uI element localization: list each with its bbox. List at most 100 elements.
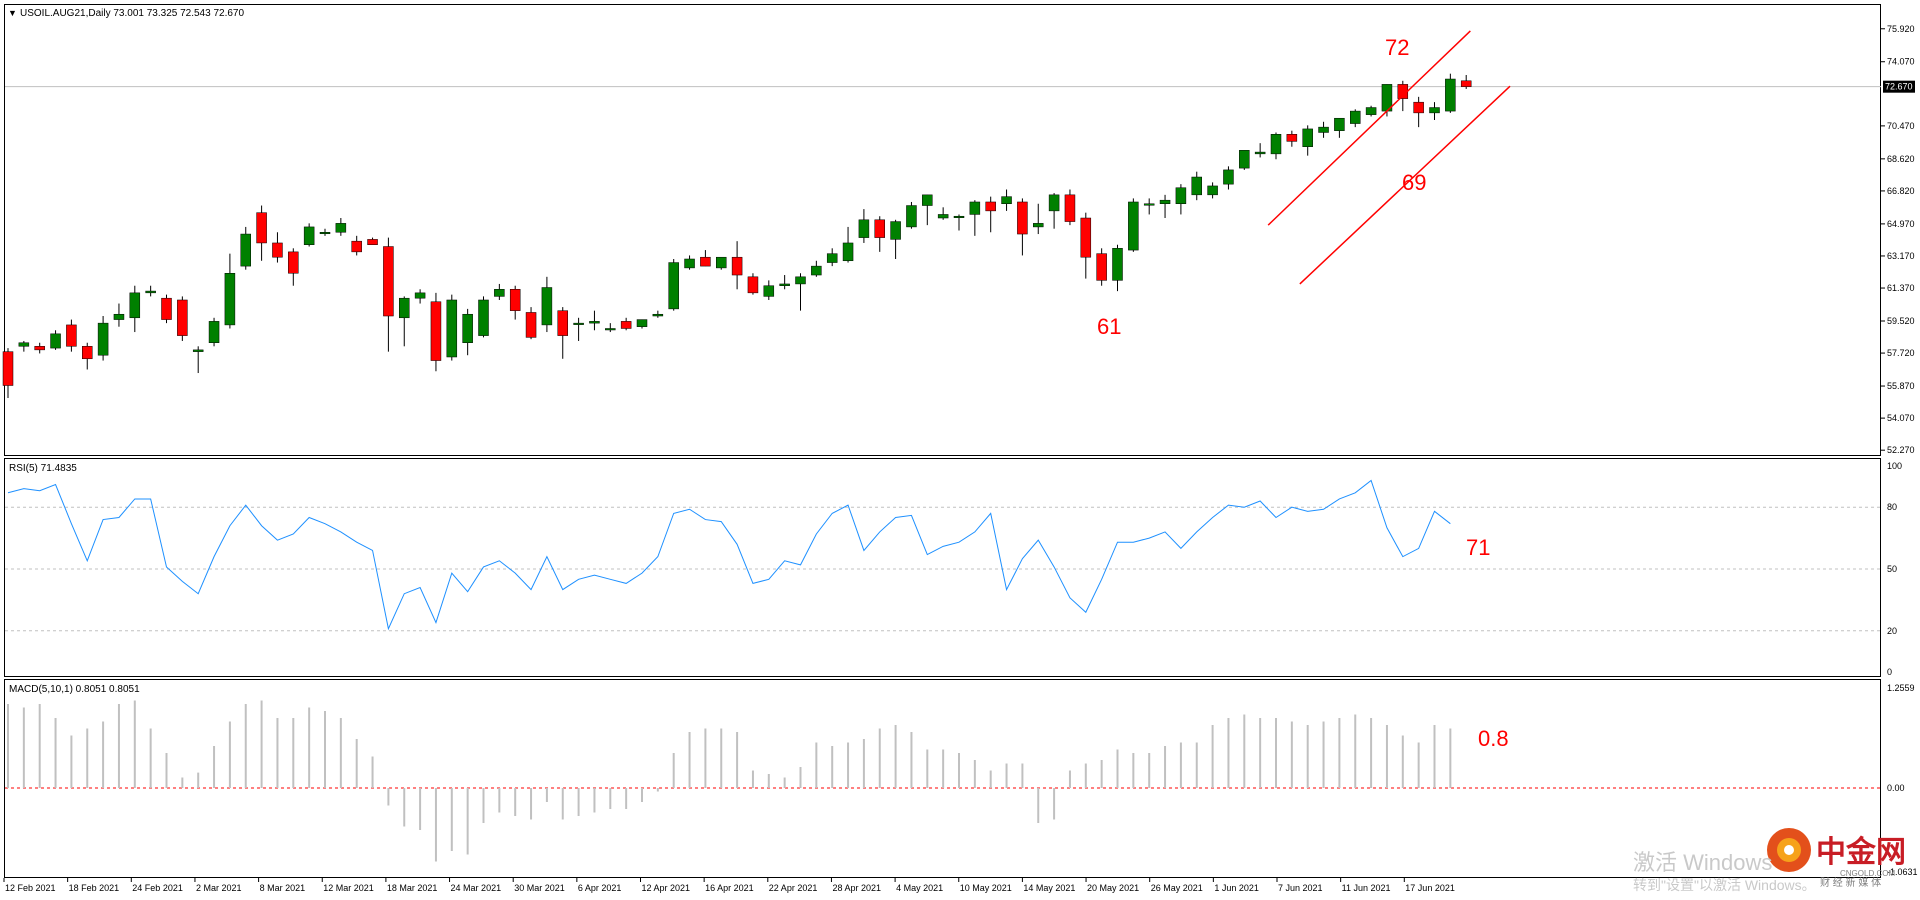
candle-body bbox=[1460, 80, 1472, 87]
price-tick-label: 61.370 bbox=[1887, 283, 1915, 293]
candle-body bbox=[1318, 126, 1329, 133]
rsi-panel-frame bbox=[4, 458, 1881, 677]
candle-body bbox=[1365, 107, 1377, 115]
candlestick-series bbox=[2, 73, 1472, 398]
annotation-71: 71 bbox=[1466, 535, 1490, 560]
time-tick-label: 17 Jun 2021 bbox=[1405, 883, 1455, 893]
candle-body bbox=[129, 292, 141, 319]
candle-body bbox=[1033, 223, 1044, 228]
price-tick-label: 68.620 bbox=[1887, 154, 1915, 164]
time-tick-label: 18 Mar 2021 bbox=[387, 883, 438, 893]
time-tick-label: 12 Feb 2021 bbox=[5, 883, 56, 893]
candle-body bbox=[1254, 151, 1266, 155]
candle-body bbox=[1159, 199, 1171, 205]
time-tick-label: 6 Apr 2021 bbox=[578, 883, 622, 893]
candle-body bbox=[589, 321, 600, 324]
candle-body bbox=[82, 346, 93, 360]
candle-body bbox=[240, 233, 251, 267]
candle-body bbox=[1429, 107, 1440, 114]
candle-body bbox=[1270, 134, 1282, 155]
candle-body bbox=[826, 253, 838, 263]
candle-body bbox=[383, 246, 394, 317]
candle-body bbox=[288, 251, 299, 274]
candle-body bbox=[97, 322, 109, 356]
rsi-tick-label: 100 bbox=[1887, 461, 1902, 471]
candle-body bbox=[795, 276, 806, 285]
candle-body bbox=[969, 201, 981, 215]
candle-body bbox=[1175, 187, 1187, 205]
candle-body bbox=[18, 342, 30, 347]
candle-body bbox=[177, 299, 188, 336]
candle-body bbox=[1350, 110, 1361, 124]
activate-windows-title: 激活 Windows bbox=[1633, 850, 1773, 875]
candle-body bbox=[858, 219, 870, 238]
logo-core-icon bbox=[1784, 845, 1794, 855]
price-tick-label: 52.270 bbox=[1887, 445, 1915, 455]
candle-body bbox=[1128, 201, 1139, 251]
candle-body bbox=[620, 321, 632, 329]
candle-body bbox=[985, 201, 996, 212]
candle-body bbox=[462, 313, 473, 343]
price-panel-header: USOIL.AUG21,Daily 73.001 73.325 72.543 7… bbox=[20, 8, 244, 19]
price-tick-label: 63.170 bbox=[1887, 251, 1915, 261]
candle-body bbox=[66, 324, 77, 347]
annotation-72: 72 bbox=[1385, 35, 1409, 60]
candle-body bbox=[430, 301, 442, 361]
price-tick-label: 64.970 bbox=[1887, 219, 1915, 229]
time-tick-label: 18 Feb 2021 bbox=[69, 883, 120, 893]
time-tick-label: 11 Jun 2021 bbox=[1342, 883, 1391, 893]
time-tick-label: 10 May 2021 bbox=[960, 883, 1012, 893]
candle-body bbox=[1096, 253, 1107, 281]
candle-body bbox=[1302, 128, 1313, 147]
time-tick-label: 2 Mar 2021 bbox=[196, 883, 242, 893]
candle-body bbox=[906, 205, 917, 228]
candle-body bbox=[525, 312, 537, 338]
time-tick-label: 12 Apr 2021 bbox=[642, 883, 691, 893]
time-tick-label: 30 Mar 2021 bbox=[514, 883, 565, 893]
channel-lower-line bbox=[1299, 85, 1511, 285]
candle-body bbox=[367, 239, 378, 245]
candle-body bbox=[335, 223, 347, 233]
rsi-series: 71 bbox=[7, 479, 1490, 631]
candle-body bbox=[890, 221, 901, 240]
candle-body bbox=[652, 313, 664, 317]
time-tick-label: 24 Feb 2021 bbox=[132, 883, 183, 893]
candle-body bbox=[1080, 217, 1092, 258]
channel-upper-line bbox=[1267, 30, 1471, 226]
annotation-69: 69 bbox=[1402, 170, 1426, 195]
candle-body bbox=[842, 242, 854, 262]
candle-body bbox=[922, 194, 933, 206]
rsi-tick-label: 0 bbox=[1887, 667, 1892, 677]
candle-body bbox=[1112, 248, 1123, 281]
price-tick-label: 66.820 bbox=[1887, 186, 1915, 196]
candle-body bbox=[731, 256, 743, 276]
candle-body bbox=[1048, 194, 1060, 212]
price-tick-label: 59.520 bbox=[1887, 316, 1915, 326]
candle-body bbox=[1286, 134, 1298, 142]
candle-body bbox=[414, 292, 426, 299]
macd-tick-label: 1.2559 bbox=[1887, 683, 1915, 693]
price-tick-label: 75.920 bbox=[1887, 24, 1915, 34]
candle-body bbox=[2, 351, 14, 386]
time-tick-label: 7 Jun 2021 bbox=[1278, 883, 1323, 893]
candle-body bbox=[224, 272, 236, 326]
candle-body bbox=[874, 219, 885, 238]
time-tick-label: 14 May 2021 bbox=[1023, 883, 1075, 893]
logo-sub: CNGOLD.COM bbox=[1840, 869, 1895, 878]
price-panel-frame bbox=[4, 4, 1881, 456]
candle-body bbox=[319, 232, 331, 235]
time-tick-label: 24 Mar 2021 bbox=[451, 883, 502, 893]
logo-tagline: 财 经 新 媒 体 bbox=[1820, 876, 1881, 889]
price-panel-header-arrow[interactable]: ▼ bbox=[8, 8, 17, 18]
candle-body bbox=[1223, 169, 1234, 185]
macd-histogram: 0.8 bbox=[7, 700, 1509, 862]
activate-windows-hint: 转到"设置"以激活 Windows。 bbox=[1633, 877, 1816, 893]
candle-body bbox=[1143, 203, 1155, 206]
candle-body bbox=[811, 265, 822, 276]
macd-tick-label: -1.0631 bbox=[1887, 867, 1918, 877]
time-tick-label: 26 May 2021 bbox=[1151, 883, 1203, 893]
price-axis: 75.920 74.070 70.470 68.620 66.820 64.970 63.1… bbox=[5, 24, 1915, 455]
candle-body bbox=[937, 214, 949, 219]
candle-body bbox=[192, 349, 204, 352]
price-tick-label: 57.720 bbox=[1887, 348, 1915, 358]
